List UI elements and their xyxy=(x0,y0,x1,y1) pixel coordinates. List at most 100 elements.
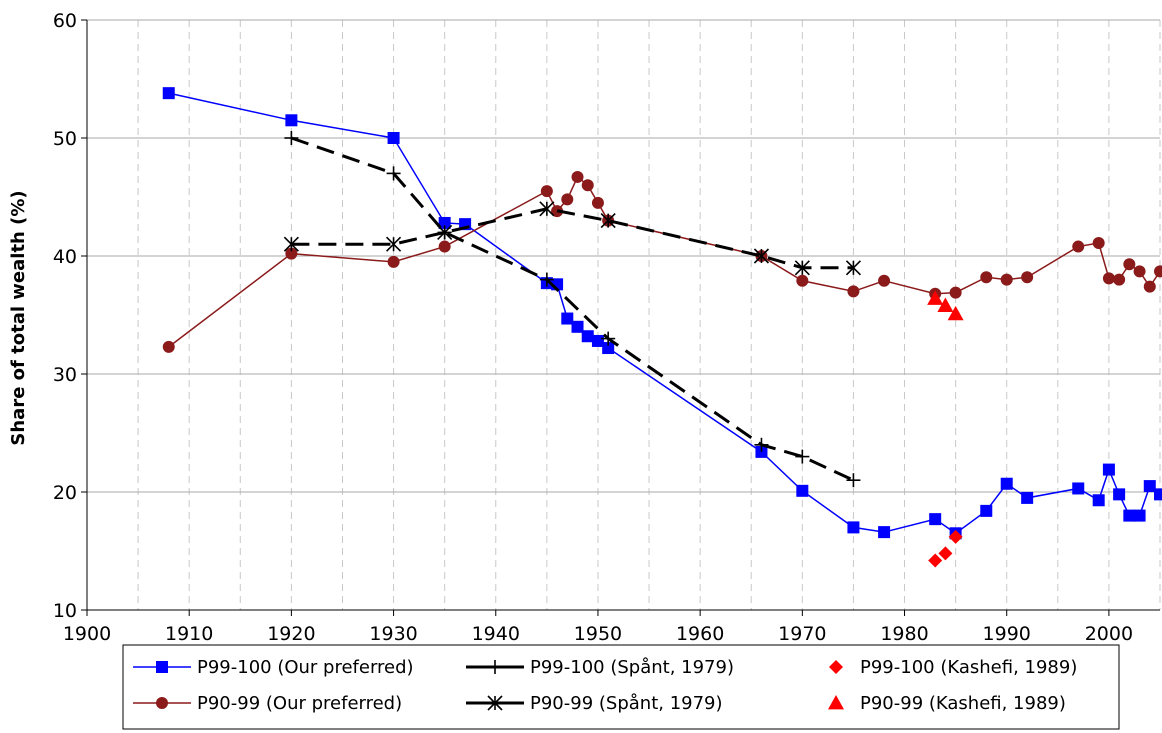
data-point xyxy=(1133,509,1146,522)
data-point xyxy=(283,236,299,252)
data-point xyxy=(285,247,298,260)
y-axis-title: Share of total wealth (%) xyxy=(8,190,29,445)
data-point xyxy=(1092,494,1105,507)
data-point xyxy=(947,305,964,321)
data-point xyxy=(980,271,993,284)
data-point xyxy=(387,255,400,268)
data-point xyxy=(539,201,555,217)
x-tick-label: 1980 xyxy=(880,623,928,645)
series-p99-100-our-preferred xyxy=(162,87,1162,540)
x-tick-label: 1900 xyxy=(63,623,111,645)
legend-marker xyxy=(828,695,844,710)
series-p90-99-kashefi-1989 xyxy=(927,290,964,321)
legend-marker xyxy=(156,661,168,673)
data-point xyxy=(1000,273,1013,286)
data-point xyxy=(846,473,861,488)
tick-labels: 10 20 30 40 50 60 1900 1910 1920 1930 1940 1950 1960… xyxy=(53,10,1133,645)
data-point xyxy=(1143,280,1156,293)
x-tick-label: 1970 xyxy=(778,623,826,645)
data-point xyxy=(796,274,809,287)
data-point xyxy=(591,334,604,347)
data-point xyxy=(753,248,770,264)
data-point xyxy=(755,445,768,458)
y-tick-label: 30 xyxy=(53,364,77,386)
data-point xyxy=(1143,480,1156,493)
y-tick-label: 50 xyxy=(53,128,77,150)
legend-marker xyxy=(156,697,168,709)
data-point xyxy=(600,213,616,229)
data-point xyxy=(386,236,402,252)
series-p90-99-our-preferred xyxy=(162,170,1162,353)
data-point xyxy=(878,526,891,539)
x-tick-label: 1920 xyxy=(267,623,315,645)
grid xyxy=(87,19,1161,611)
data-point xyxy=(1072,240,1085,253)
data-point xyxy=(878,274,891,287)
data-point xyxy=(162,340,175,353)
y-tick-label: 60 xyxy=(53,10,77,32)
legend-item: P90-99 (Kashefi, 1989) xyxy=(828,693,1066,714)
data-point xyxy=(540,185,553,198)
legend-item: P99-100 (Kashefi, 1989) xyxy=(829,657,1077,678)
data-point xyxy=(929,513,942,526)
x-tick-label: 1990 xyxy=(983,623,1031,645)
data-point xyxy=(754,437,769,452)
data-point xyxy=(1113,273,1126,286)
data-point xyxy=(948,529,963,544)
data-point xyxy=(1102,463,1115,476)
legend-item: P90-99 (Spånt, 1979) xyxy=(466,693,723,714)
legend-label: P99-100 (Our preferred) xyxy=(197,657,414,678)
x-tick-label: 1950 xyxy=(574,623,622,645)
data-point xyxy=(1154,488,1162,501)
data-point xyxy=(561,312,574,325)
legend-item: P90-99 (Our preferred) xyxy=(133,693,402,714)
data-point xyxy=(794,260,810,276)
data-point xyxy=(928,553,943,568)
data-point xyxy=(285,114,298,127)
legend-label: P99-100 (Kashefi, 1989) xyxy=(860,657,1077,678)
data-point xyxy=(1072,482,1085,495)
legend-marker xyxy=(829,660,843,674)
series-line xyxy=(168,175,1161,348)
data-point xyxy=(796,484,809,497)
legend-marker xyxy=(488,660,502,674)
data-point xyxy=(551,205,564,218)
legend: P99-100 (Our preferred) P90-99 (Our prefe… xyxy=(122,644,1120,730)
data-point xyxy=(1021,271,1034,284)
data-point xyxy=(581,179,594,192)
legend-item: P99-100 (Our preferred) xyxy=(133,657,414,678)
data-point xyxy=(847,521,860,534)
data-point xyxy=(1021,491,1034,504)
data-point xyxy=(571,320,584,333)
legend-item: P99-100 (Spånt, 1979) xyxy=(466,657,734,678)
data-point xyxy=(162,87,175,100)
legend-label: P90-99 (Our preferred) xyxy=(197,693,402,714)
data-point xyxy=(795,449,810,464)
data-point xyxy=(949,286,962,299)
data-point xyxy=(1000,477,1013,490)
data-point xyxy=(1113,488,1126,501)
x-tick-label: 1940 xyxy=(472,623,520,645)
data-point xyxy=(1092,237,1105,250)
x-tick-label: 1960 xyxy=(676,623,724,645)
data-point xyxy=(847,285,860,298)
data-point xyxy=(937,297,954,312)
series-line xyxy=(291,207,854,270)
legend-label: P90-99 (Kashefi, 1989) xyxy=(860,693,1066,714)
data-point xyxy=(387,132,400,144)
series-p90-99-sp-nt-1979 xyxy=(283,201,861,276)
data-point xyxy=(591,196,604,209)
data-point xyxy=(1123,509,1136,522)
data-point xyxy=(602,342,615,355)
data-point xyxy=(1102,272,1115,285)
y-tick-label: 20 xyxy=(53,482,77,504)
data-point xyxy=(1123,258,1136,271)
legend-label: P90-99 (Spånt, 1979) xyxy=(530,693,723,714)
data-point xyxy=(539,272,554,287)
x-tick-label: 1910 xyxy=(165,623,213,645)
legend-marker xyxy=(487,695,503,711)
data-point xyxy=(437,224,453,240)
data-point xyxy=(980,504,993,517)
data-point xyxy=(938,546,953,561)
